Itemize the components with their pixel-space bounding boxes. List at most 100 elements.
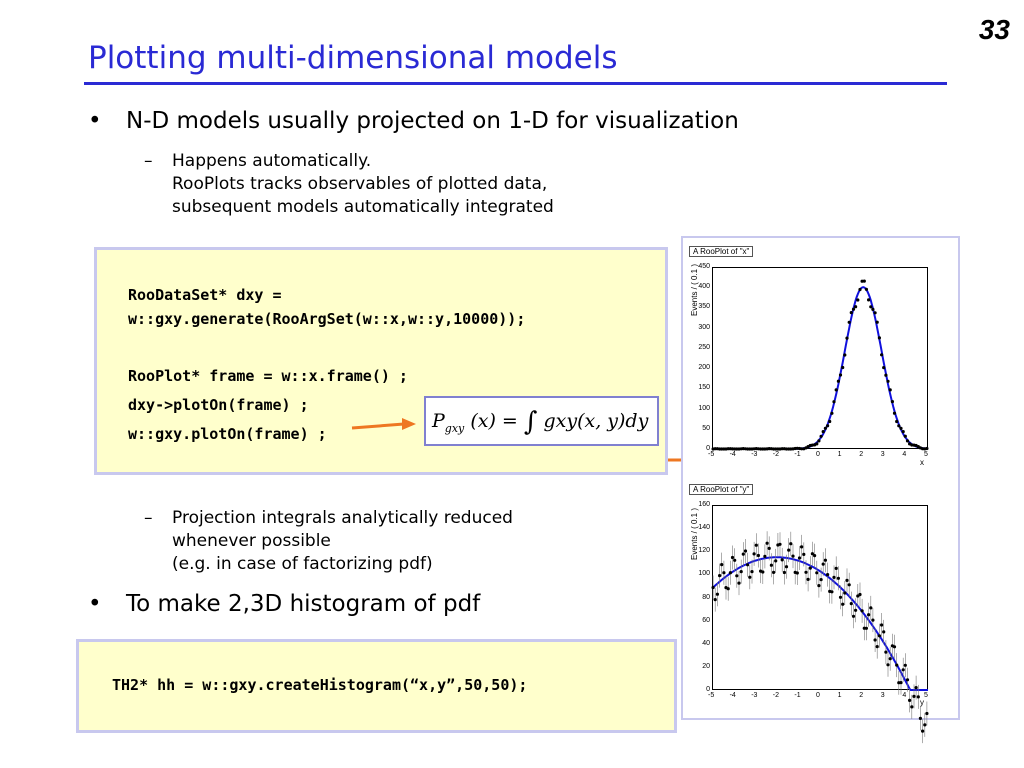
plot-x-point <box>856 298 860 302</box>
sub-bullet-1-line-1: Happens automatically. <box>172 151 372 171</box>
plot-y-point <box>797 556 802 560</box>
x-tick-label: 0 <box>816 451 820 458</box>
plot-x-point <box>851 307 856 311</box>
plot-y-point <box>720 563 724 567</box>
plot-x-point <box>819 434 823 438</box>
plot-x-point <box>713 447 717 451</box>
plot-y-point <box>810 552 815 556</box>
slide-title: Plotting multi-dimensional models <box>88 40 618 76</box>
x-tick-label: -3 <box>751 451 758 458</box>
title-underline <box>84 82 947 85</box>
bullet-dot: • <box>88 591 102 617</box>
plot-y-point <box>851 614 856 618</box>
plot-x-point <box>862 279 866 283</box>
plot-y-point <box>899 681 903 685</box>
plot-x-point <box>826 424 830 428</box>
plot-y-point <box>882 630 886 634</box>
y-tick-label: 20 <box>702 662 710 670</box>
plot-y-point <box>769 563 774 567</box>
plot-y-xlabel: y <box>920 698 924 707</box>
y-tick-label: 60 <box>702 616 710 624</box>
plot-y-point <box>772 570 776 575</box>
plot-y-point <box>843 591 847 595</box>
plot-y-point <box>754 543 758 547</box>
plot-y-point <box>826 573 830 577</box>
plot-x-point <box>886 379 890 383</box>
plot-y-point <box>813 554 817 558</box>
y-tick-label: 140 <box>698 524 710 532</box>
plot-x-point <box>832 400 836 404</box>
plot-y-point <box>802 552 806 557</box>
y-tick-label: 40 <box>702 639 710 647</box>
plot-y-point <box>774 559 778 563</box>
plot-y-point <box>767 546 771 551</box>
plot-y-point <box>791 554 795 558</box>
plot-y-point <box>780 558 784 562</box>
plot-y-point <box>864 626 869 630</box>
plot-y-point <box>854 608 858 612</box>
plot-x-point <box>774 447 778 451</box>
plot-x-point <box>828 419 832 424</box>
plot-y-point <box>925 711 929 716</box>
plot-y-point <box>849 602 853 606</box>
plot-y-point <box>756 553 761 558</box>
plot-x-point <box>821 430 825 434</box>
plot-y-point <box>741 552 745 556</box>
x-tick-label: 4 <box>902 692 907 699</box>
plot-y-point <box>886 663 890 667</box>
y-tick-label: 350 <box>698 303 710 311</box>
x-tick-label: 4 <box>902 451 907 458</box>
plot-x-point <box>836 379 841 383</box>
plot-x-point <box>834 388 838 392</box>
plot-x-point <box>901 430 905 434</box>
plot-x-point <box>871 307 875 311</box>
plot-x-point <box>746 447 750 451</box>
plot-x-point <box>903 434 907 438</box>
plot-y-point <box>901 668 905 672</box>
plot-y-point <box>880 623 884 627</box>
y-tick-label: 300 <box>698 323 710 331</box>
plot-y-point <box>808 566 812 570</box>
plot-x-curve <box>712 286 929 450</box>
plot-y-point <box>923 723 927 727</box>
dash-marker: – <box>144 151 153 171</box>
plot-y-point <box>908 698 912 703</box>
plot-y-point <box>903 663 907 667</box>
plot-y-point <box>784 565 789 569</box>
plot-x-point <box>899 426 903 430</box>
projection-formula: Pgxy (x) = ∫ gxy(x, y)dy <box>432 407 649 437</box>
plot-y-point <box>858 592 862 597</box>
plot-x-point <box>854 305 858 309</box>
plot-y-point <box>778 542 782 546</box>
x-tick-label: 3 <box>880 692 885 699</box>
plot-x-point <box>890 400 895 404</box>
y-tick-label: 150 <box>698 384 710 392</box>
plot-y-point <box>733 558 737 562</box>
plot-y-point <box>711 585 715 590</box>
plot-x-point <box>841 365 845 370</box>
sub-bullet-1: – Happens automatically. RooPlots tracks… <box>144 150 554 219</box>
plot-y-area <box>712 505 928 690</box>
code-line: dxy->plotOn(frame) ; <box>128 396 309 414</box>
plot-y-point <box>884 650 888 654</box>
x-tick-label: 3 <box>880 451 885 458</box>
plot-y-point <box>918 716 923 721</box>
plot-x-point <box>817 439 821 443</box>
plot-y-point <box>912 694 916 699</box>
formula-box: Pgxy (x) = ∫ gxy(x, y)dy <box>424 396 659 446</box>
plot-y-point <box>836 576 841 580</box>
plot-y-point <box>895 663 899 667</box>
plot-y-point <box>834 566 838 571</box>
plot-y-point <box>869 606 873 610</box>
sub-bullet-2-line-2: whenever possible <box>172 531 331 551</box>
page-number: 33 <box>978 14 1010 45</box>
plot-y-point <box>746 563 750 567</box>
plot-y-point <box>718 574 722 578</box>
plot-y-point <box>860 609 864 613</box>
plot-y-point <box>916 695 920 699</box>
plot-x-point <box>849 311 853 315</box>
plot-y-point <box>735 574 739 578</box>
plot-x-point <box>735 447 739 451</box>
plot-x-point <box>895 419 899 424</box>
plot-y-point <box>737 581 741 585</box>
